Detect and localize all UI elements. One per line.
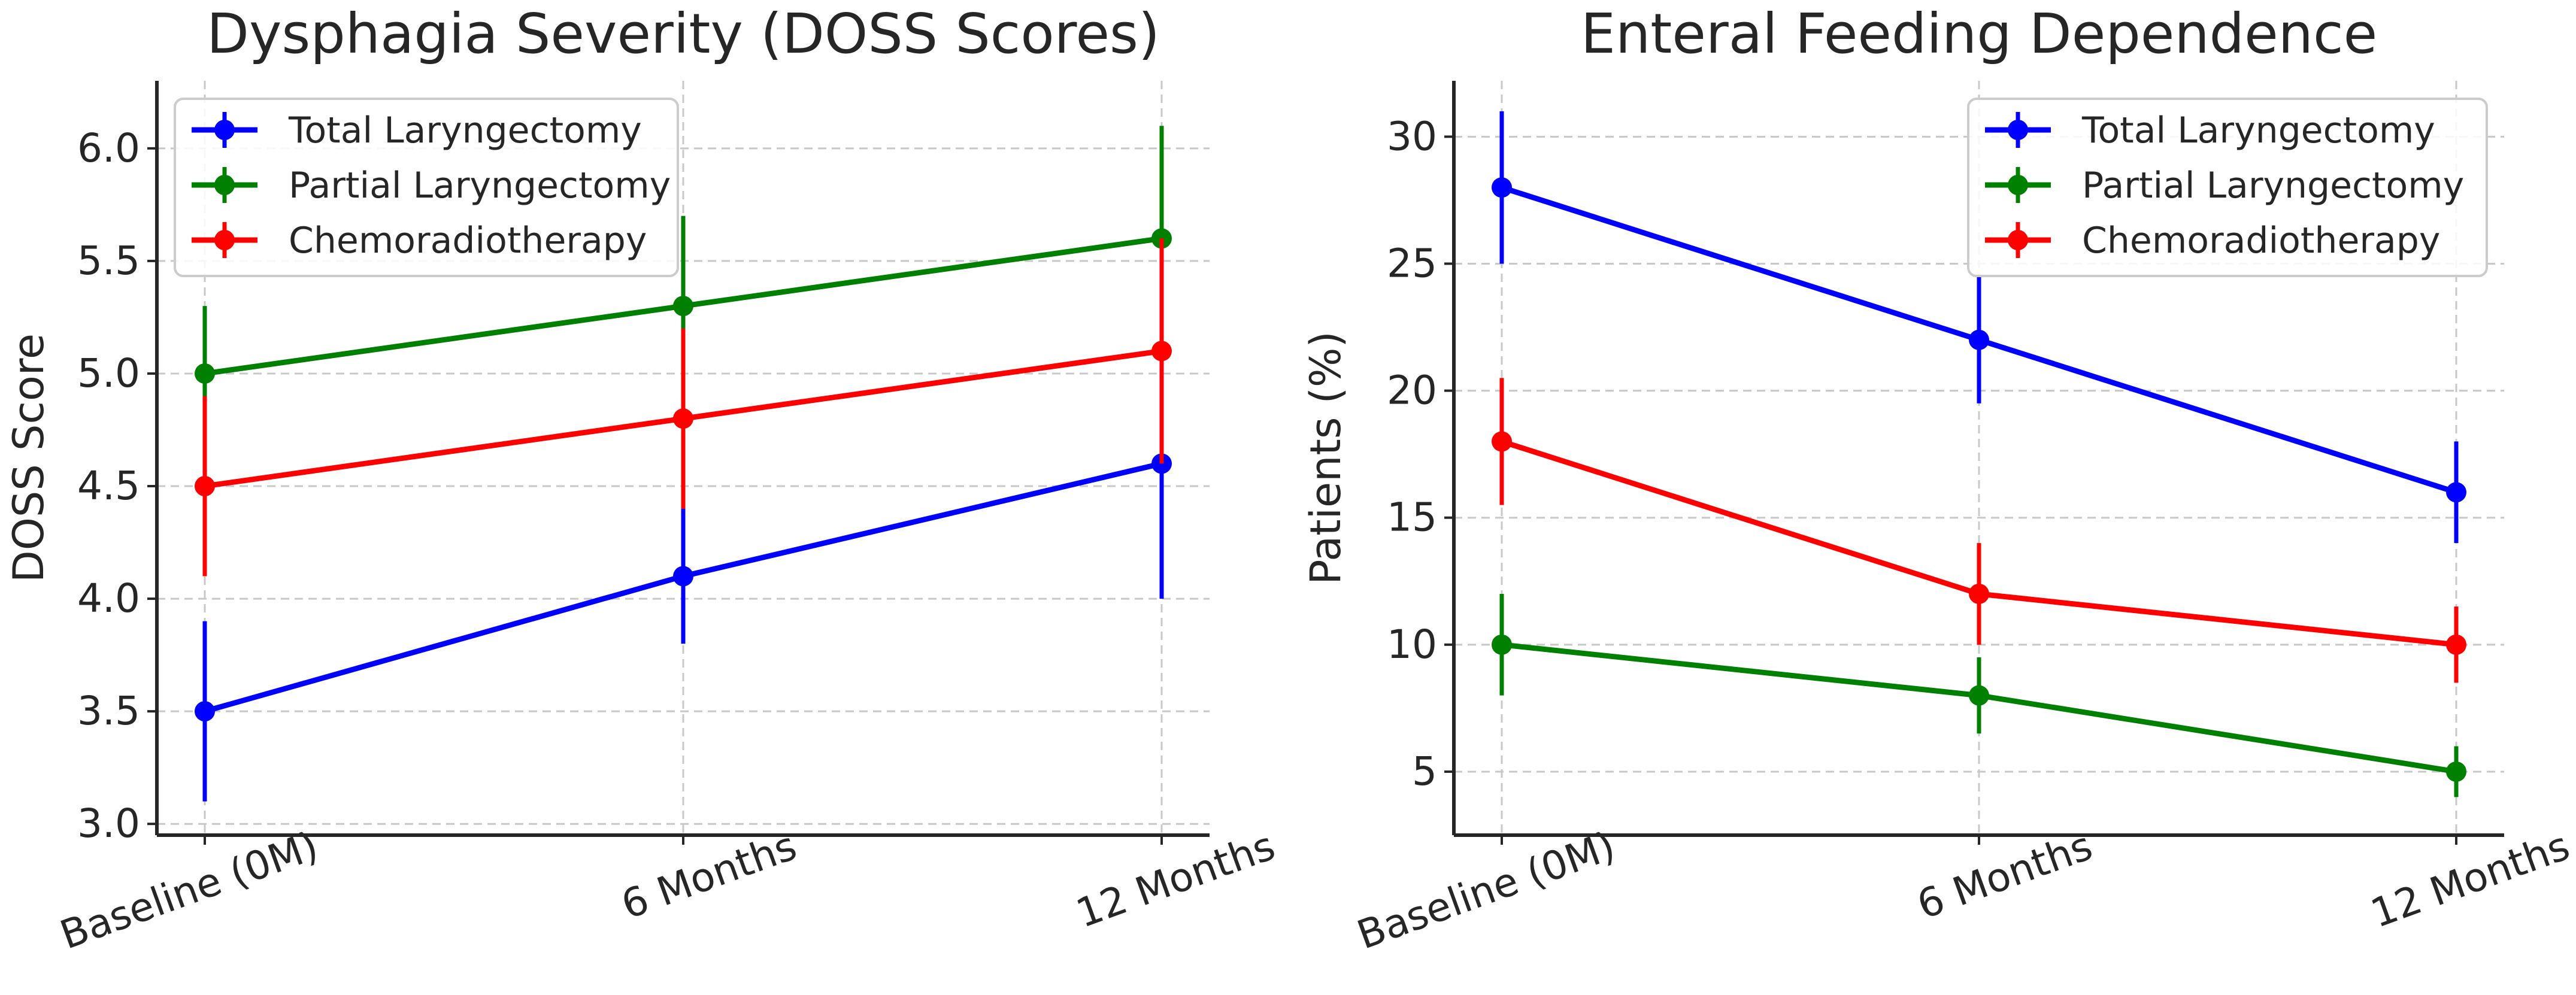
doss-data-point: [1151, 341, 1172, 362]
enteral-legend: Total Laryngectomy Partial Laryngectomy Ch…: [1967, 98, 2488, 277]
doss-legend-frame: [174, 98, 679, 277]
doss-series-group: [195, 126, 1172, 802]
doss-data-point: [673, 566, 693, 587]
enteral-y-ticks: 5 10 15 20 25 30: [1387, 113, 1454, 794]
doss-series-chemoradiotherapy: [195, 238, 1172, 577]
doss-y-tick-label: 4.0: [77, 575, 140, 621]
enteral-y-tick-label: 20: [1387, 368, 1437, 414]
enteral-legend-label: Partial Laryngectomy: [2082, 165, 2464, 207]
doss-legend-item-total-laryngectomy: Total Laryngectomy: [192, 110, 642, 151]
doss-y-tick-label: 5.5: [77, 238, 140, 284]
doss-y-tick-label: 3.0: [77, 800, 140, 847]
enteral-y-tick-label: 25: [1387, 240, 1437, 286]
enteral-series-partial-laryngectomy: [1492, 593, 2466, 797]
doss-data-point: [673, 296, 693, 317]
doss-legend: Total Laryngectomy Partial Laryngectomy Ch…: [174, 98, 679, 277]
doss-legend-label: Partial Laryngectomy: [289, 165, 671, 207]
doss-legend-label: Chemoradiotherapy: [289, 220, 647, 262]
enteral-data-point: [1969, 583, 1989, 604]
doss-y-tick-label: 4.5: [77, 463, 140, 509]
doss-legend-marker: [214, 120, 235, 140]
enteral-y-tick-label: 10: [1387, 621, 1437, 668]
enteral-data-point: [1492, 177, 1512, 198]
doss-y-tick-label: 6.0: [77, 125, 140, 171]
enteral-legend-label: Total Laryngectomy: [2081, 110, 2435, 151]
doss-data-point: [195, 363, 215, 384]
enteral-data-point: [2446, 482, 2466, 503]
enteral-data-point: [1969, 329, 1989, 350]
enteral-data-point: [1492, 431, 1512, 452]
enteral-series-group: [1492, 111, 2466, 797]
doss-legend-marker: [214, 175, 235, 195]
enteral-data-point: [1969, 685, 1989, 706]
enteral-series-chemoradiotherapy: [1492, 378, 2466, 683]
doss-y-axis-label: DOSS Score: [4, 333, 53, 583]
enteral-legend-marker: [2008, 230, 2028, 250]
doss-y-tick-label: 3.5: [77, 688, 140, 734]
doss-legend-label: Total Laryngectomy: [288, 110, 642, 151]
enteral-data-point: [2446, 634, 2466, 655]
doss-y-ticks: 3.0 3.5 4.0 4.5 5.0 5.5 6.0: [77, 125, 157, 847]
enteral-legend-item-total-laryngectomy: Total Laryngectomy: [1985, 110, 2435, 151]
doss-data-point: [673, 408, 693, 429]
enteral-legend-item-chemoradiotherapy: Chemoradiotherapy: [1985, 220, 2440, 262]
doss-y-tick-label: 5.0: [77, 350, 140, 396]
enteral-y-tick-label: 30: [1387, 113, 1437, 159]
doss-legend-item-partial-laryngectomy: Partial Laryngectomy: [192, 165, 671, 207]
enteral-legend-marker: [2008, 120, 2028, 140]
enteral-data-point: [1492, 634, 1512, 655]
enteral-legend-label: Chemoradiotherapy: [2082, 220, 2440, 262]
enteral-legend-marker: [2008, 175, 2028, 195]
enteral-y-axis-label: Patients (%): [1301, 331, 1350, 585]
enteral-legend-item-partial-laryngectomy: Partial Laryngectomy: [1985, 165, 2464, 207]
enteral-legend-frame: [1967, 98, 2488, 277]
doss-legend-item-chemoradiotherapy: Chemoradiotherapy: [192, 220, 647, 262]
doss-chart-title: Dysphagia Severity (DOSS Scores): [207, 2, 1160, 66]
enteral-y-tick-label: 15: [1387, 495, 1437, 541]
doss-legend-marker: [214, 230, 235, 250]
enteral-series-total-laryngectomy: [1492, 111, 2466, 544]
enteral-data-point: [2446, 761, 2466, 782]
enteral-y-tick-label: 5: [1412, 748, 1437, 794]
doss-data-point: [195, 701, 215, 722]
doss-data-point: [195, 476, 215, 497]
enteral-chart-title: Enteral Feeding Dependence: [1581, 2, 2377, 66]
